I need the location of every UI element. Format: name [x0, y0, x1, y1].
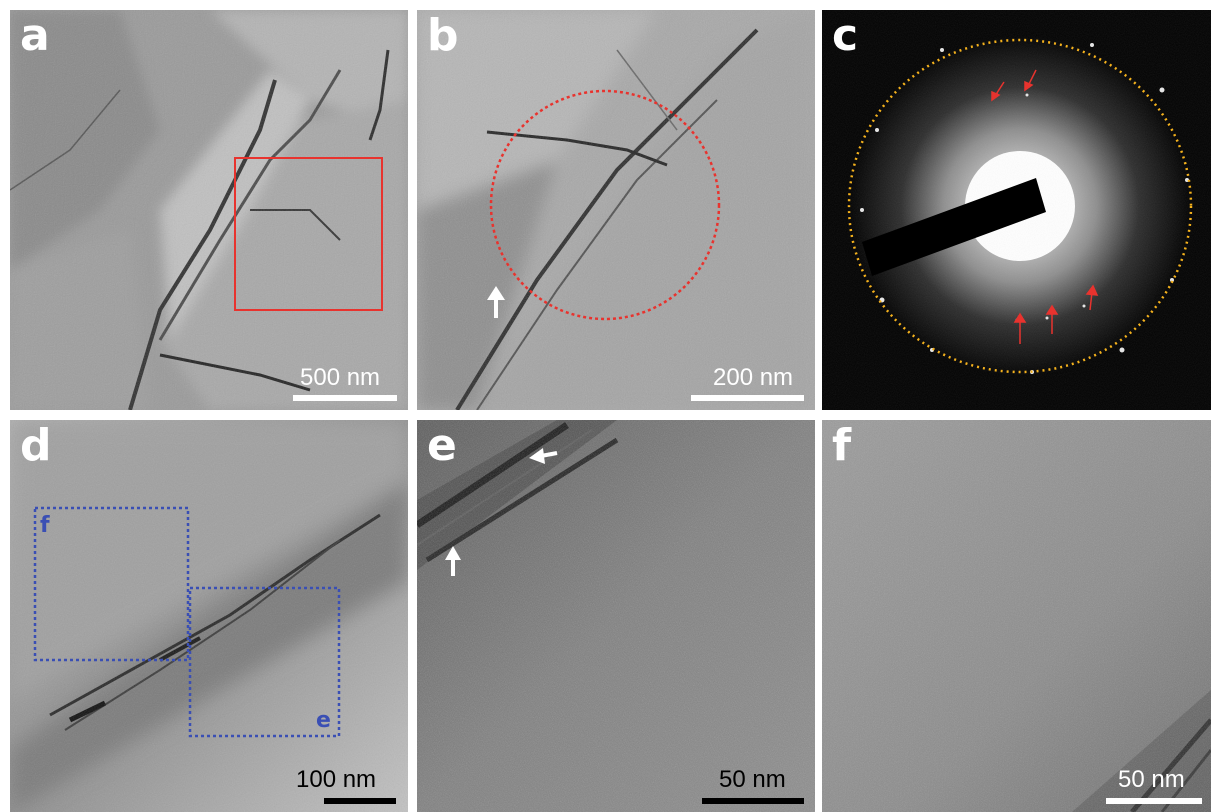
region-label-e: e	[316, 708, 331, 733]
panel-a: a 500 nm	[10, 10, 408, 410]
scale-bar-e	[702, 798, 804, 804]
tem-image-d	[10, 420, 408, 812]
region-box-e	[188, 586, 341, 738]
region-box-red	[234, 157, 383, 311]
panel-label-a: a	[20, 10, 50, 61]
scale-label-f: 50 nm	[1118, 766, 1185, 793]
beam-stopper	[862, 178, 1046, 276]
panel-b: b 200 nm	[417, 10, 815, 410]
panel-label-c: c	[832, 10, 859, 61]
sampling-circle	[489, 89, 721, 321]
scale-bar-b	[691, 395, 804, 401]
panel-label-d: d	[20, 420, 52, 471]
scale-label-b: 200 nm	[713, 364, 794, 391]
scale-bar-d	[324, 798, 396, 804]
panel-label-f: f	[832, 420, 852, 471]
arrow-white-e-top	[529, 448, 558, 464]
arrows-red-c	[991, 69, 1099, 344]
tem-image-a	[10, 10, 408, 410]
panel-label-b: b	[427, 10, 459, 61]
tem-image-e	[417, 420, 815, 812]
tem-image-f	[822, 420, 1211, 812]
tem-image-b	[417, 10, 815, 410]
region-box-f	[33, 506, 190, 662]
diffraction-pattern-c	[822, 10, 1211, 410]
scale-label-a: 500 nm	[300, 364, 381, 391]
region-label-f: f	[40, 513, 50, 538]
scale-label-d: 100 nm	[296, 766, 377, 793]
arrow-white-b	[487, 286, 505, 318]
scale-bar-a	[293, 395, 397, 401]
panel-c: c	[822, 10, 1211, 410]
panel-d: d f e 100 nm	[10, 420, 408, 812]
panel-f: f 50 nm	[822, 420, 1211, 812]
scale-bar-f	[1106, 798, 1202, 804]
arrow-white-e-bottom	[445, 546, 461, 576]
scale-label-e: 50 nm	[719, 766, 786, 793]
panel-label-e: e	[427, 420, 457, 471]
panel-e: e 50 nm	[417, 420, 815, 812]
diffraction-ring	[847, 38, 1193, 374]
